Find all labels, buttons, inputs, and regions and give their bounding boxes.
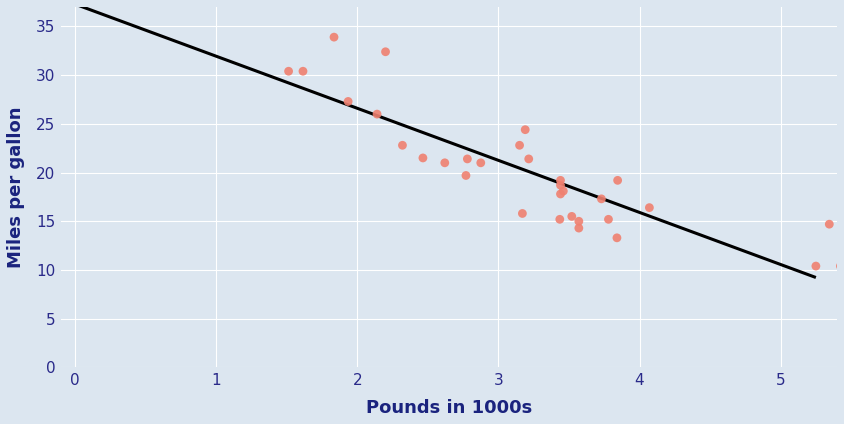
Point	[834, 263, 844, 270]
Point	[553, 216, 566, 223]
Point	[513, 142, 527, 149]
Point	[556, 188, 570, 195]
Point	[518, 126, 532, 133]
Point	[554, 182, 567, 189]
Point	[554, 191, 567, 198]
Point	[341, 98, 354, 105]
Point	[595, 195, 609, 202]
Point	[602, 216, 615, 223]
Point	[516, 210, 529, 217]
Point	[296, 68, 310, 75]
Point	[610, 234, 624, 241]
Point	[611, 177, 625, 184]
Point	[572, 225, 586, 232]
Point	[371, 111, 384, 117]
Point	[474, 159, 488, 166]
Point	[461, 156, 474, 162]
Point	[416, 155, 430, 162]
Point	[282, 68, 295, 75]
Point	[327, 34, 341, 41]
Y-axis label: Miles per gallon: Miles per gallon	[7, 106, 25, 268]
Point	[396, 142, 409, 149]
Point	[565, 213, 578, 220]
Point	[438, 159, 452, 166]
X-axis label: Pounds in 1000s: Pounds in 1000s	[366, 399, 533, 417]
Point	[554, 177, 567, 184]
Point	[572, 218, 586, 225]
Point	[379, 48, 392, 55]
Point	[522, 156, 535, 162]
Point	[823, 221, 836, 228]
Point	[809, 263, 823, 270]
Point	[642, 204, 656, 211]
Point	[459, 172, 473, 179]
